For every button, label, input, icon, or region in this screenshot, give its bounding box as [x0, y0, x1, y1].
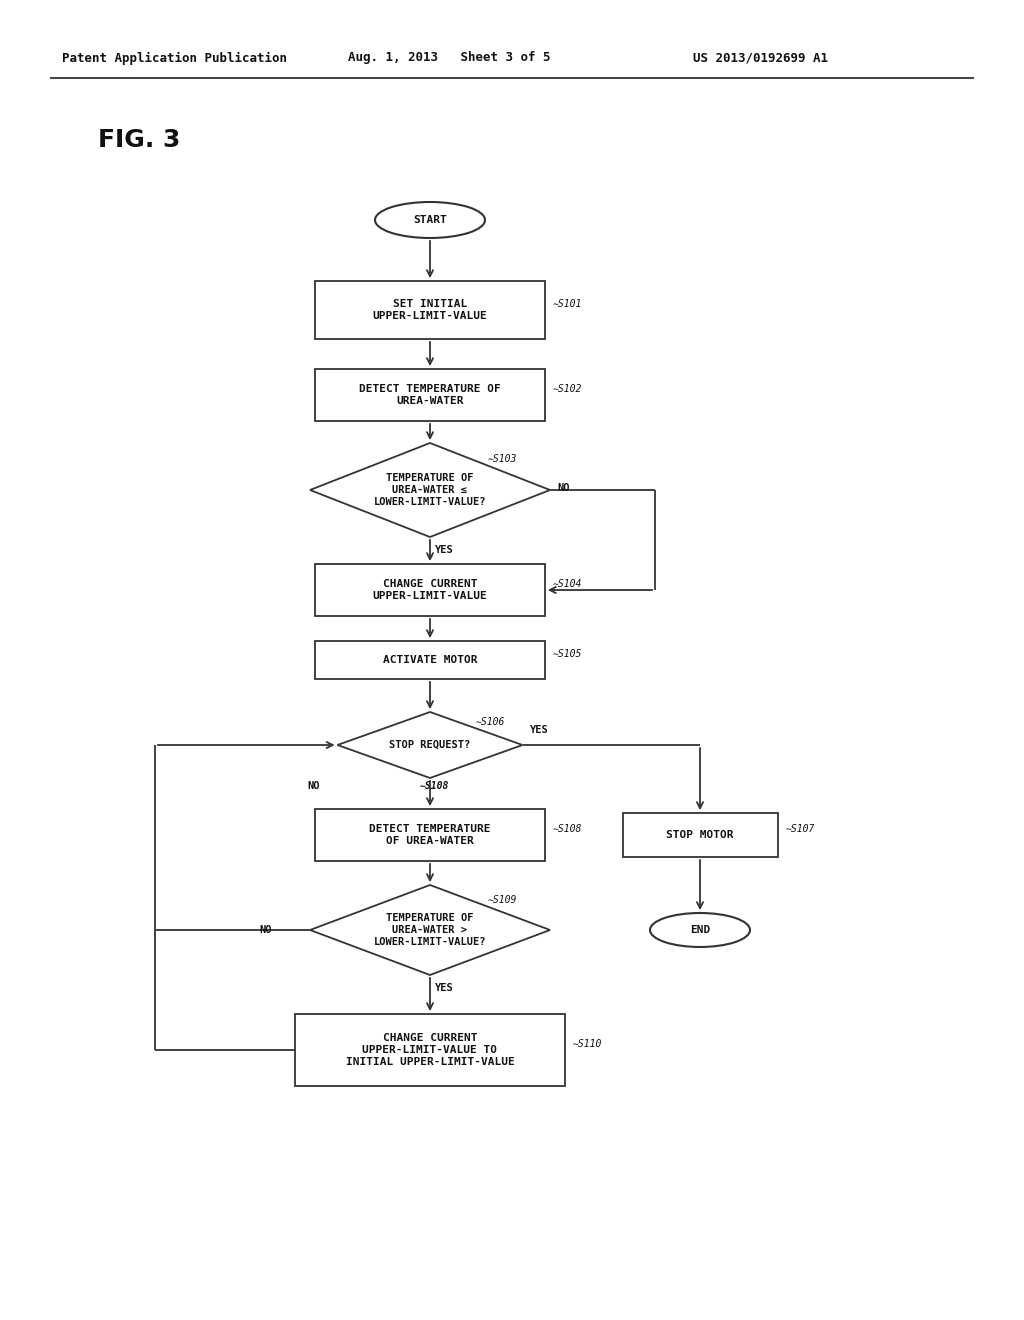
- Text: ∼S101: ∼S101: [553, 300, 583, 309]
- Text: YES: YES: [529, 725, 548, 735]
- Text: Patent Application Publication: Patent Application Publication: [62, 51, 287, 65]
- Text: ∼S109: ∼S109: [488, 895, 517, 906]
- Text: FIG. 3: FIG. 3: [98, 128, 180, 152]
- Text: ∼S103: ∼S103: [488, 454, 517, 465]
- Ellipse shape: [375, 202, 485, 238]
- Text: ∼S110: ∼S110: [573, 1039, 602, 1049]
- FancyBboxPatch shape: [295, 1014, 565, 1086]
- Text: ∼S107: ∼S107: [785, 824, 815, 834]
- FancyBboxPatch shape: [315, 642, 545, 678]
- Text: END: END: [690, 925, 710, 935]
- Text: Aug. 1, 2013   Sheet 3 of 5: Aug. 1, 2013 Sheet 3 of 5: [348, 51, 551, 65]
- Text: ∼S106: ∼S106: [475, 717, 505, 727]
- Text: DETECT TEMPERATURE OF
UREA-WATER: DETECT TEMPERATURE OF UREA-WATER: [359, 384, 501, 405]
- Text: ACTIVATE MOTOR: ACTIVATE MOTOR: [383, 655, 477, 665]
- Text: CHANGE CURRENT
UPPER-LIMIT-VALUE: CHANGE CURRENT UPPER-LIMIT-VALUE: [373, 579, 487, 601]
- Text: ∼S102: ∼S102: [553, 384, 583, 393]
- Polygon shape: [310, 444, 550, 537]
- Text: ∼S108: ∼S108: [553, 824, 583, 834]
- Text: CHANGE CURRENT
UPPER-LIMIT-VALUE TO
INITIAL UPPER-LIMIT-VALUE: CHANGE CURRENT UPPER-LIMIT-VALUE TO INIT…: [346, 1034, 514, 1067]
- Text: US 2013/0192699 A1: US 2013/0192699 A1: [693, 51, 828, 65]
- Text: START: START: [413, 215, 446, 224]
- Ellipse shape: [650, 913, 750, 946]
- Text: DETECT TEMPERATURE
OF UREA-WATER: DETECT TEMPERATURE OF UREA-WATER: [370, 824, 490, 846]
- Text: YES: YES: [435, 545, 454, 554]
- Text: ∼S108: ∼S108: [420, 781, 450, 791]
- Polygon shape: [338, 711, 522, 777]
- FancyBboxPatch shape: [315, 564, 545, 616]
- Text: NO: NO: [259, 925, 272, 935]
- FancyBboxPatch shape: [315, 370, 545, 421]
- FancyBboxPatch shape: [315, 281, 545, 339]
- Text: TEMPERATURE OF
UREA-WATER ≤
LOWER-LIMIT-VALUE?: TEMPERATURE OF UREA-WATER ≤ LOWER-LIMIT-…: [374, 474, 486, 507]
- Text: ∼S105: ∼S105: [553, 649, 583, 659]
- Text: STOP MOTOR: STOP MOTOR: [667, 830, 734, 840]
- Text: YES: YES: [435, 983, 454, 993]
- Polygon shape: [310, 884, 550, 975]
- Text: NO: NO: [557, 483, 569, 492]
- Text: NO: NO: [307, 781, 319, 791]
- Text: TEMPERATURE OF
UREA-WATER >
LOWER-LIMIT-VALUE?: TEMPERATURE OF UREA-WATER > LOWER-LIMIT-…: [374, 913, 486, 946]
- Text: ∼S104: ∼S104: [553, 579, 583, 589]
- FancyBboxPatch shape: [623, 813, 777, 857]
- Text: STOP REQUEST?: STOP REQUEST?: [389, 741, 471, 750]
- Text: SET INITIAL
UPPER-LIMIT-VALUE: SET INITIAL UPPER-LIMIT-VALUE: [373, 300, 487, 321]
- FancyBboxPatch shape: [315, 809, 545, 861]
